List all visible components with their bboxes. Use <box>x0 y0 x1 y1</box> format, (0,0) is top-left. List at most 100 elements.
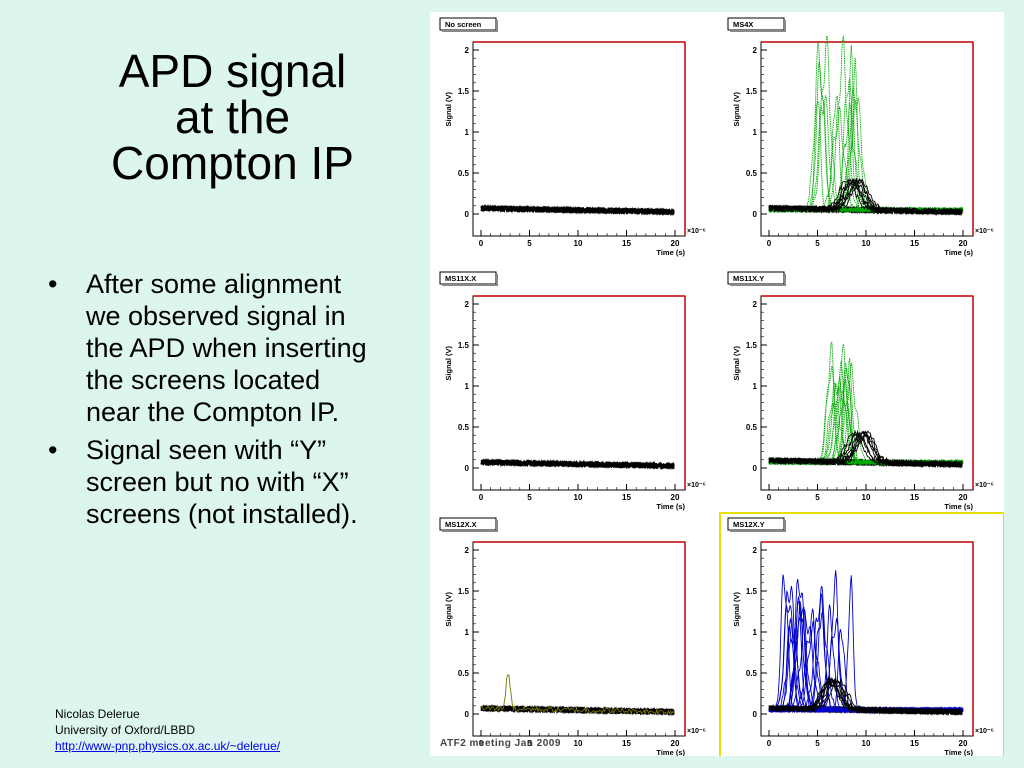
y-tick-label: 0 <box>753 464 758 473</box>
baseline-trace <box>768 430 963 468</box>
y-tick-label: 0 <box>465 710 470 719</box>
footer-url-link[interactable]: http://www-pnp.physics.ox.ac.uk/~delerue… <box>55 739 281 753</box>
baseline-trace <box>480 674 675 716</box>
x-tick-label: 0 <box>479 739 484 748</box>
baseline-trace <box>480 458 675 470</box>
y-tick-label: 0 <box>753 710 758 719</box>
baseline-trace <box>480 204 675 216</box>
y-tick-label: 0 <box>465 464 470 473</box>
chart-title-box: MS4X <box>727 17 786 32</box>
chart-title: MS11X.X <box>445 274 476 283</box>
bullet-item: After some alignment we observed signal … <box>40 268 380 428</box>
y-tick-label: 2 <box>465 546 470 555</box>
trace-group <box>480 674 675 717</box>
y-tick-label: 2 <box>465 300 470 309</box>
highlight-border <box>719 512 1004 756</box>
x-tick-label: 0 <box>479 493 484 502</box>
y-axis-title: Signal (V) <box>444 592 453 627</box>
x-tick-label: 5 <box>527 493 532 502</box>
footer-author: Nicolas Delerue <box>55 707 140 721</box>
y-tick-label: 1.5 <box>746 341 758 350</box>
x-axis-title: Time (s) <box>944 248 973 257</box>
x-tick-label: 20 <box>959 239 968 248</box>
y-tick-label: 1 <box>465 128 470 137</box>
chart-title-box: No screen <box>439 17 498 32</box>
x-tick-label: 5 <box>815 493 820 502</box>
x-tick-label: 0 <box>767 739 772 748</box>
chart-title-box: MS11X.X <box>439 271 498 286</box>
y-tick-label: 1.5 <box>458 87 470 96</box>
x-axis-title: Time (s) <box>944 502 973 511</box>
x-tick-label: 20 <box>671 493 680 502</box>
y-axis-title: Signal (V) <box>444 346 453 381</box>
y-tick-label: 1.5 <box>458 587 470 596</box>
x-tick-label: 15 <box>910 493 919 502</box>
x-tick-label: 15 <box>622 493 631 502</box>
x-tick-label: 15 <box>622 739 631 748</box>
x-scale-label: ×10⁻⁶ <box>975 728 994 735</box>
x-tick-label: 15 <box>910 239 919 248</box>
y-tick-label: 1 <box>753 382 758 391</box>
baseline-trace <box>768 430 963 468</box>
x-tick-label: 10 <box>574 739 583 748</box>
chart-title: MS12X.Y <box>733 520 765 529</box>
y-tick-label: 0.5 <box>746 669 758 678</box>
y-tick-label: 1.5 <box>746 587 758 596</box>
title-line-3: Compton IP <box>111 137 354 189</box>
trace-group <box>768 34 964 217</box>
y-axis-title: Signal (V) <box>732 592 741 627</box>
chart-title-box: MS12X.Y <box>727 517 786 532</box>
y-axis-title: Signal (V) <box>732 346 741 381</box>
x-scale-label: ×10⁻⁶ <box>687 728 706 735</box>
x-tick-label: 10 <box>862 493 871 502</box>
figure-panel: No screen 0 0.5 1 1.5 2 0 5 10 15 20 Signal (V) Time… <box>430 12 1004 756</box>
x-axis-title: Time (s) <box>944 748 973 756</box>
bullet-item: Signal seen with “Y” screen but no with … <box>40 434 380 530</box>
y-tick-label: 1 <box>465 382 470 391</box>
y-tick-label: 2 <box>465 46 470 55</box>
trace-group <box>480 457 675 471</box>
y-tick-label: 1.5 <box>458 341 470 350</box>
x-tick-label: 20 <box>671 739 680 748</box>
y-tick-label: 1 <box>753 128 758 137</box>
baseline-trace <box>768 679 963 716</box>
chart-title: MS11X.Y <box>733 274 764 283</box>
x-axis-title: Time (s) <box>656 502 685 511</box>
baseline-trace <box>768 178 963 216</box>
chart-title-box: MS11X.Y <box>727 271 786 286</box>
y-tick-label: 0.5 <box>458 423 470 432</box>
title-line-2: at the <box>174 91 291 143</box>
y-tick-label: 0.5 <box>746 423 758 432</box>
x-tick-label: 10 <box>574 239 583 248</box>
x-tick-label: 0 <box>479 239 484 248</box>
footer: Nicolas Delerue University of Oxford/LBB… <box>55 706 280 754</box>
x-scale-label: ×10⁻⁶ <box>687 482 706 489</box>
x-tick-label: 20 <box>959 493 968 502</box>
baseline-trace <box>768 178 963 216</box>
trace-group <box>768 570 964 717</box>
x-tick-label: 15 <box>910 739 919 748</box>
chart-title-box: MS12X.X <box>439 517 498 532</box>
y-tick-label: 2 <box>753 300 758 309</box>
trace-group <box>768 341 964 469</box>
x-scale-label: ×10⁻⁶ <box>975 228 994 235</box>
x-tick-label: 5 <box>527 239 532 248</box>
y-tick-label: 0.5 <box>458 669 470 678</box>
x-tick-label: 5 <box>815 739 820 748</box>
chart-title: No screen <box>445 20 482 29</box>
y-axis-title: Signal (V) <box>732 92 741 127</box>
x-tick-label: 20 <box>671 239 680 248</box>
x-axis-title: Time (s) <box>656 248 685 257</box>
trace-group <box>480 203 675 217</box>
plot-frame <box>472 295 686 491</box>
y-tick-label: 0 <box>465 210 470 219</box>
y-tick-label: 2 <box>753 546 758 555</box>
bullet-list: After some alignment we observed signal … <box>40 268 380 536</box>
y-tick-label: 0.5 <box>458 169 470 178</box>
